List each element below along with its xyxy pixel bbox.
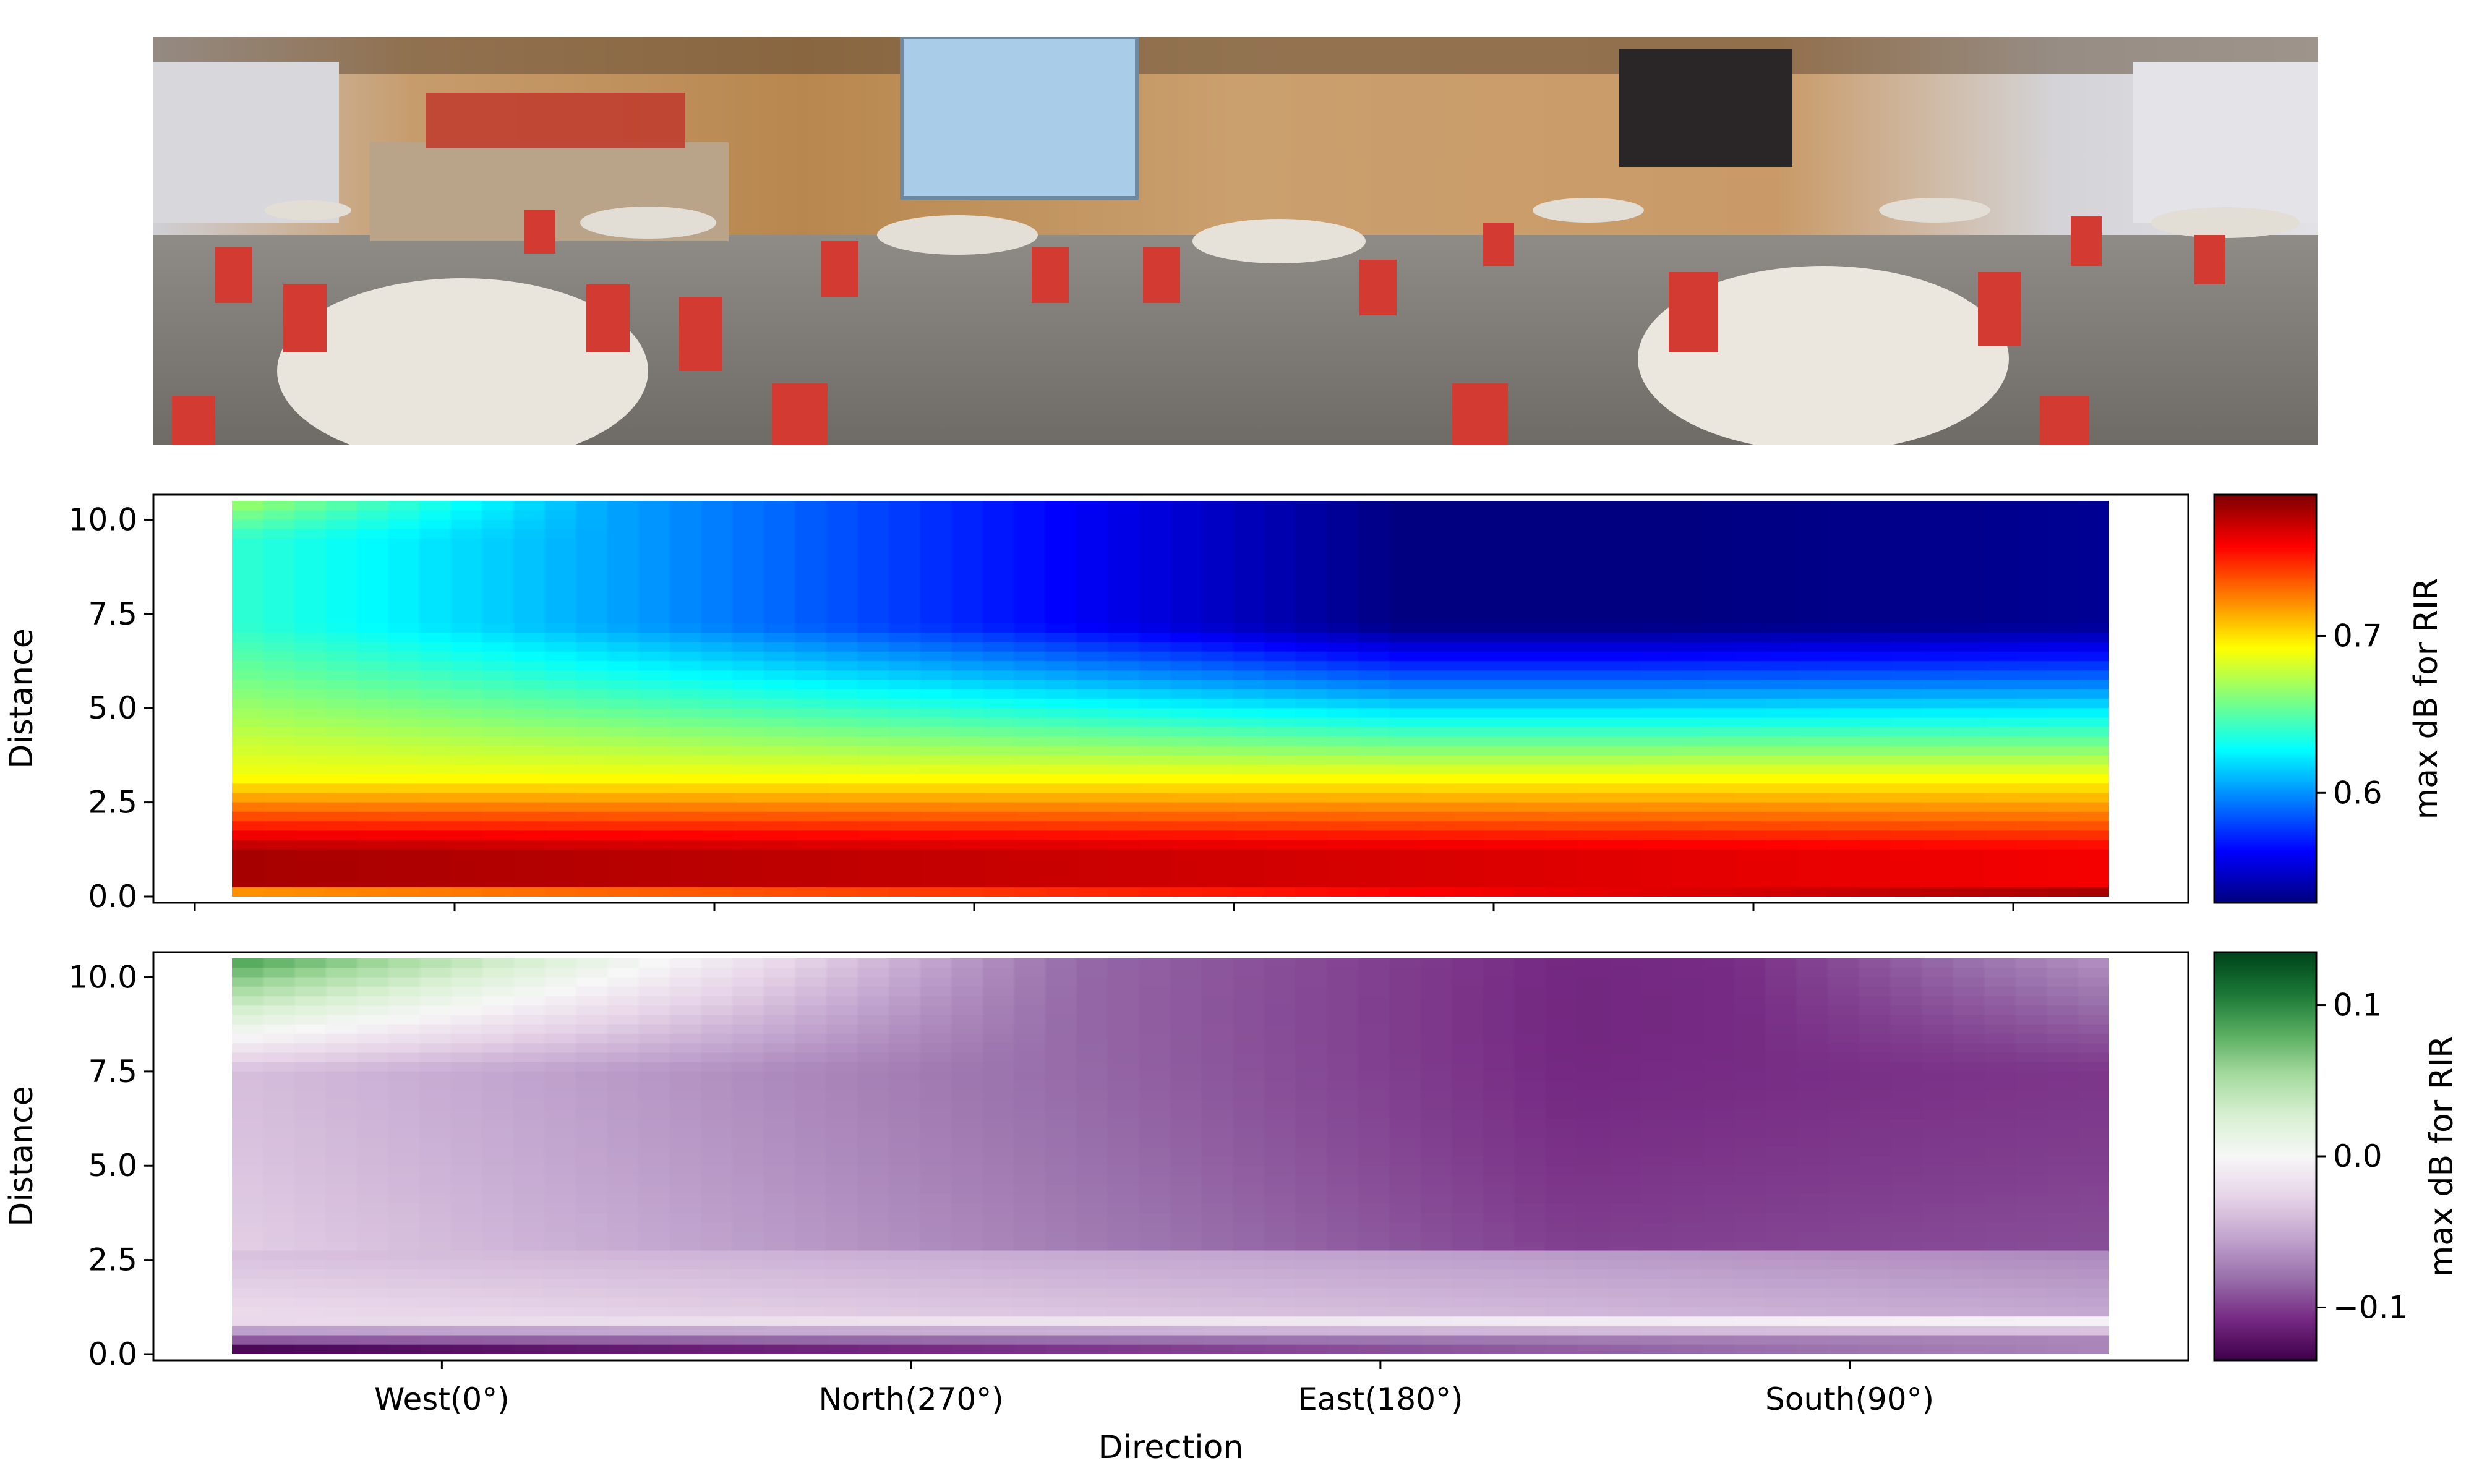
top-ylabel: Distance	[3, 628, 40, 769]
top-colorbar-tick-label: 0.7	[2333, 618, 2382, 654]
heatmap-top-panel: 0.0 2.5 5.0 7.5 10.0 Distance	[3, 493, 2189, 915]
bottom-colorbar-tick-label: 0.0	[2333, 1138, 2382, 1174]
top-colorbar-gradient	[2214, 495, 2316, 903]
bottom-ytick-label: 0.0	[88, 1336, 137, 1372]
bottom-colorbar-ticks: 0.1 0.0 −0.1	[2316, 987, 2408, 1325]
bottom-ytick-label: 7.5	[88, 1054, 137, 1090]
bottom-xlabel: Direction	[1098, 1429, 1244, 1466]
bottom-colorbar-label: max dB for RIR	[2423, 1036, 2460, 1277]
heatmap-top-image	[232, 501, 2109, 897]
bottom-xtick-label: East(180°)	[1298, 1381, 1463, 1417]
top-x-ticks	[194, 903, 2014, 911]
top-ytick-label: 10.0	[69, 501, 137, 537]
bottom-ylabel: Distance	[3, 1086, 40, 1226]
bottom-colorbar-tick-label: −0.1	[2333, 1289, 2408, 1325]
bottom-x-axis: West(0°) North(270°) East(180°) South(90°)	[374, 1360, 1934, 1417]
top-ytick-label: 5.0	[88, 690, 137, 726]
bottom-ytick-label: 2.5	[88, 1242, 137, 1278]
heatmap-bottom-frame	[152, 951, 2189, 1362]
heatmap-bottom-image	[232, 958, 2109, 1354]
top-ytick-label: 0.0	[88, 879, 137, 915]
top-ytick-label: 7.5	[88, 596, 137, 632]
bottom-xtick-label: North(270°)	[818, 1381, 1003, 1417]
top-ytick-label: 2.5	[88, 785, 137, 821]
top-y-axis: 0.0 2.5 5.0 7.5 10.0	[69, 501, 153, 915]
bottom-y-axis: 0.0 2.5 5.0 7.5 10.0	[69, 959, 153, 1372]
bottom-colorbar: 0.1 0.0 −0.1 max dB for RIR	[2213, 951, 2460, 1362]
top-colorbar: 0.6 0.7 max dB for RIR	[2213, 493, 2445, 904]
room-panorama-image	[153, 37, 2318, 445]
heatmap-bottom-panel: 0.0 2.5 5.0 7.5 10.0 West(0°) North(270°) East…	[3, 951, 2189, 1466]
heatmap-top-frame	[152, 493, 2189, 904]
bottom-colorbar-gradient	[2214, 952, 2316, 1360]
top-colorbar-tick-label: 0.6	[2333, 775, 2382, 811]
bottom-xtick-label: South(90°)	[1765, 1381, 1934, 1417]
top-colorbar-label: max dB for RIR	[2408, 578, 2445, 820]
bottom-ytick-label: 10.0	[69, 959, 137, 995]
bottom-xtick-label: West(0°)	[374, 1381, 510, 1417]
top-colorbar-ticks: 0.6 0.7	[2316, 618, 2382, 811]
bottom-ytick-label: 5.0	[88, 1148, 137, 1183]
bottom-colorbar-tick-label: 0.1	[2333, 987, 2382, 1023]
